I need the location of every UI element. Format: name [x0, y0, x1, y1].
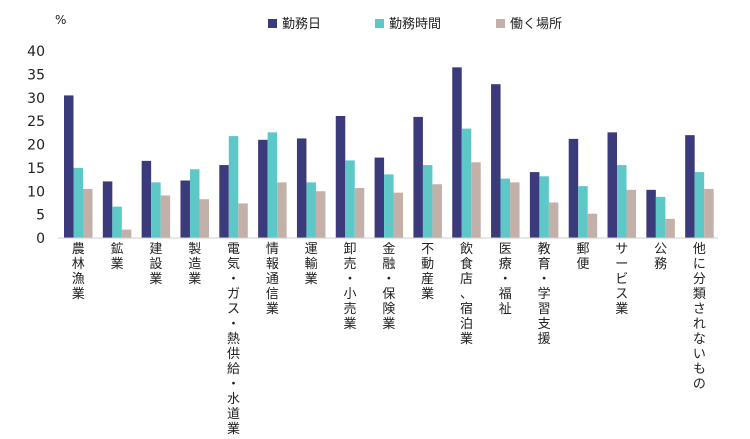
bar-workplace — [393, 192, 404, 238]
y-tick-label: 0 — [36, 231, 45, 247]
bar-workplace — [626, 189, 637, 238]
category-label: 公務 — [654, 242, 667, 272]
bar-work-hours — [189, 169, 200, 238]
bar-work-hours — [228, 136, 239, 238]
bar-workday — [335, 115, 346, 238]
legend-label-work-hours: 勤務時間 — [389, 17, 441, 32]
y-tick-label: 20 — [27, 138, 45, 154]
bar-workplace — [704, 188, 714, 238]
bar-workplace — [160, 195, 171, 238]
bar-work-hours — [500, 178, 511, 238]
bar-workplace — [471, 162, 481, 238]
legend-label-workplace: 働く場所 — [510, 17, 562, 32]
category-label: 情報通信業 — [266, 242, 279, 317]
category-label: 教育・学習支援 — [538, 241, 551, 347]
bar-work-hours — [73, 167, 83, 238]
category-label: 鉱業 — [111, 241, 124, 272]
legend-swatch-workplace — [496, 19, 505, 28]
bar-workplace — [587, 213, 598, 238]
y-tick-label: 40 — [27, 44, 45, 60]
bar-workplace — [510, 182, 520, 238]
bar-work-hours — [151, 182, 161, 238]
bars — [64, 67, 714, 238]
bar-work-hours — [267, 132, 278, 238]
category-label: 不動産業 — [421, 242, 434, 302]
bar-work-hours — [578, 186, 588, 238]
bar-work-hours — [539, 176, 549, 238]
bar-workday — [141, 160, 152, 238]
bar-work-hours — [655, 196, 666, 238]
y-tick-label: 10 — [27, 184, 45, 200]
legend-swatch-work-hours — [375, 19, 384, 28]
y-tick-label: 30 — [27, 91, 45, 107]
y-tick-label: 15 — [27, 161, 45, 177]
category-label: 卸売・小売業 — [344, 241, 357, 332]
x-axis-labels: 農林漁業 鉱業 建設業 製造業 電気・ガス・熱供給・水道業 情報通信業 運輸業 卸売・小売業 金… — [72, 241, 706, 437]
legend-swatch-workday — [268, 19, 277, 28]
bar-workplace — [432, 184, 442, 238]
bar-workday — [219, 165, 229, 238]
bar-work-hours — [112, 206, 122, 238]
bar-workday — [102, 181, 113, 238]
bar-workplace — [83, 188, 93, 238]
bar-work-hours — [461, 128, 472, 238]
bar-workday — [529, 172, 540, 238]
y-tick-label: 35 — [27, 67, 45, 83]
bar-work-hours — [306, 182, 316, 238]
category-label: 医療・福祉 — [499, 242, 512, 317]
bar-workday — [296, 138, 307, 238]
bar-workday — [685, 135, 695, 238]
category-label: 郵便 — [576, 242, 589, 272]
category-label: 他に分類されないもの — [693, 242, 706, 392]
category-label: 飲食店、宿泊業 — [460, 241, 473, 347]
category-label: 製造業 — [188, 242, 201, 287]
legend: 勤務日 勤務時間 働く場所 — [268, 17, 562, 32]
category-label: 電気・ガス・熱供給・水道業 — [227, 242, 240, 437]
bar-workplace — [315, 191, 326, 238]
bar-workday — [374, 157, 385, 238]
bar-workday — [180, 180, 190, 238]
bar-workplace — [354, 187, 365, 238]
y-axis-unit-label: % — [55, 13, 66, 27]
bar-workday — [64, 95, 74, 238]
bar-workday — [646, 189, 656, 238]
bar-workday — [258, 139, 268, 238]
category-label: サービス業 — [615, 242, 628, 317]
bar-work-hours — [617, 165, 627, 238]
bar-workplace — [199, 199, 209, 238]
bar-workplace — [548, 202, 559, 238]
bar-work-hours — [694, 172, 705, 238]
category-label: 農林漁業 — [72, 242, 85, 302]
bar-workday — [607, 132, 618, 238]
bar-workday — [452, 67, 462, 238]
bar-work-hours — [422, 165, 433, 238]
bar-workplace — [121, 229, 132, 238]
bar-workplace — [665, 218, 675, 238]
bar-workday — [568, 138, 579, 238]
category-label: 金融・保険業 — [382, 241, 395, 332]
legend-label-workday: 勤務日 — [282, 17, 321, 32]
bar-workday — [491, 84, 501, 238]
bar-workplace — [277, 182, 287, 238]
bar-work-hours — [345, 160, 355, 238]
bar-work-hours — [384, 174, 394, 238]
bar-workplace — [238, 203, 248, 238]
y-tick-label: 25 — [27, 114, 45, 130]
category-label: 建設業 — [149, 242, 162, 287]
y-axis: 0 5 10 15 20 25 30 35 40 — [27, 44, 45, 247]
category-label: 運輸業 — [305, 242, 318, 287]
bar-workday — [413, 116, 423, 238]
y-tick-label: 5 — [36, 208, 45, 224]
